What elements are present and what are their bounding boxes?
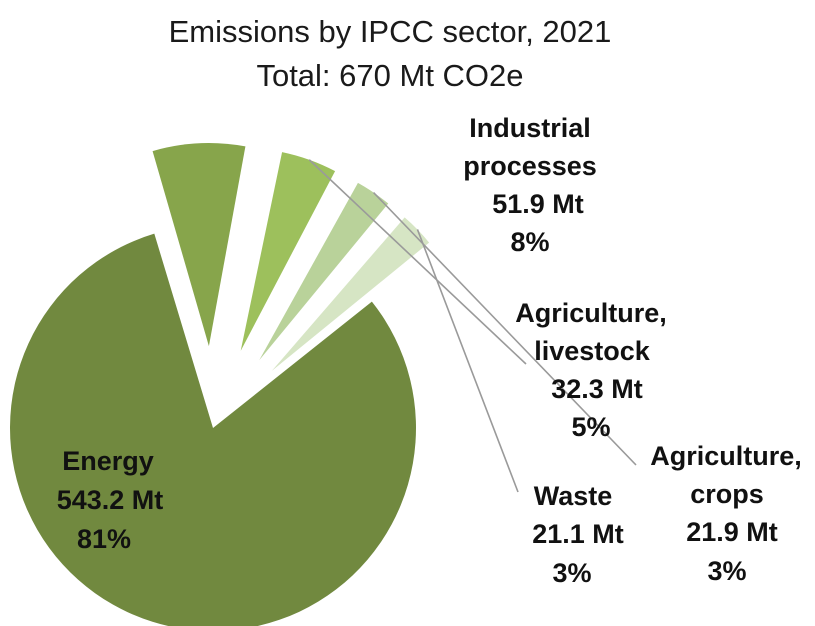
slice-name-energy: Energy: [62, 446, 154, 476]
slice-label-agriculture-livestock: Agriculture, livestock 32.3 Mt 5%: [515, 298, 667, 442]
slice-name-crops-line2: crops: [690, 479, 764, 509]
pie-slice-waste: [271, 217, 430, 371]
leader-line-agriculture-livestock: [308, 159, 527, 365]
leader-line-waste: [416, 229, 519, 493]
slice-label-agriculture-crops: Agriculture, crops 21.9 Mt 3%: [650, 441, 802, 586]
slice-percent-energy: 81%: [77, 524, 131, 554]
slice-name-crops-line1: Agriculture,: [650, 441, 802, 471]
slice-value-industrial: 51.9 Mt: [492, 189, 584, 219]
slice-label-waste: Waste 21.1 Mt 3%: [532, 481, 624, 588]
slice-name-industrial-line1: Industrial: [469, 113, 591, 143]
slice-percent-industrial: 8%: [510, 227, 549, 257]
pie-slice-agriculture-livestock: [240, 152, 336, 351]
chart-title: Emissions by IPCC sector, 2021: [169, 14, 612, 49]
slice-percent-waste: 3%: [552, 558, 591, 588]
slice-name-livestock-line1: Agriculture,: [515, 298, 667, 328]
slice-value-livestock: 32.3 Mt: [551, 374, 643, 404]
slice-name-livestock-line2: livestock: [534, 336, 651, 366]
pie-slice-energy: [10, 233, 416, 626]
chart-subtitle: Total: 670 Mt CO2e: [256, 58, 523, 93]
slice-value-waste: 21.1 Mt: [532, 519, 624, 549]
slice-label-energy: Energy 543.2 Mt 81%: [57, 446, 164, 554]
slice-percent-crops: 3%: [707, 556, 746, 586]
slice-name-waste: Waste: [534, 481, 613, 511]
slice-percent-livestock: 5%: [571, 412, 610, 442]
leader-line-agriculture-crops: [372, 191, 637, 466]
slice-value-energy: 543.2 Mt: [57, 485, 164, 515]
pie-slice-industrial-processes: [152, 143, 246, 347]
slice-value-crops: 21.9 Mt: [686, 517, 778, 547]
slice-name-industrial-line2: processes: [463, 151, 597, 181]
pie-slices: [10, 143, 430, 626]
leader-lines: [308, 159, 637, 493]
pie-slice-agriculture-crops: [259, 182, 389, 361]
slice-label-industrial-processes: Industrial processes 51.9 Mt 8%: [463, 113, 597, 257]
